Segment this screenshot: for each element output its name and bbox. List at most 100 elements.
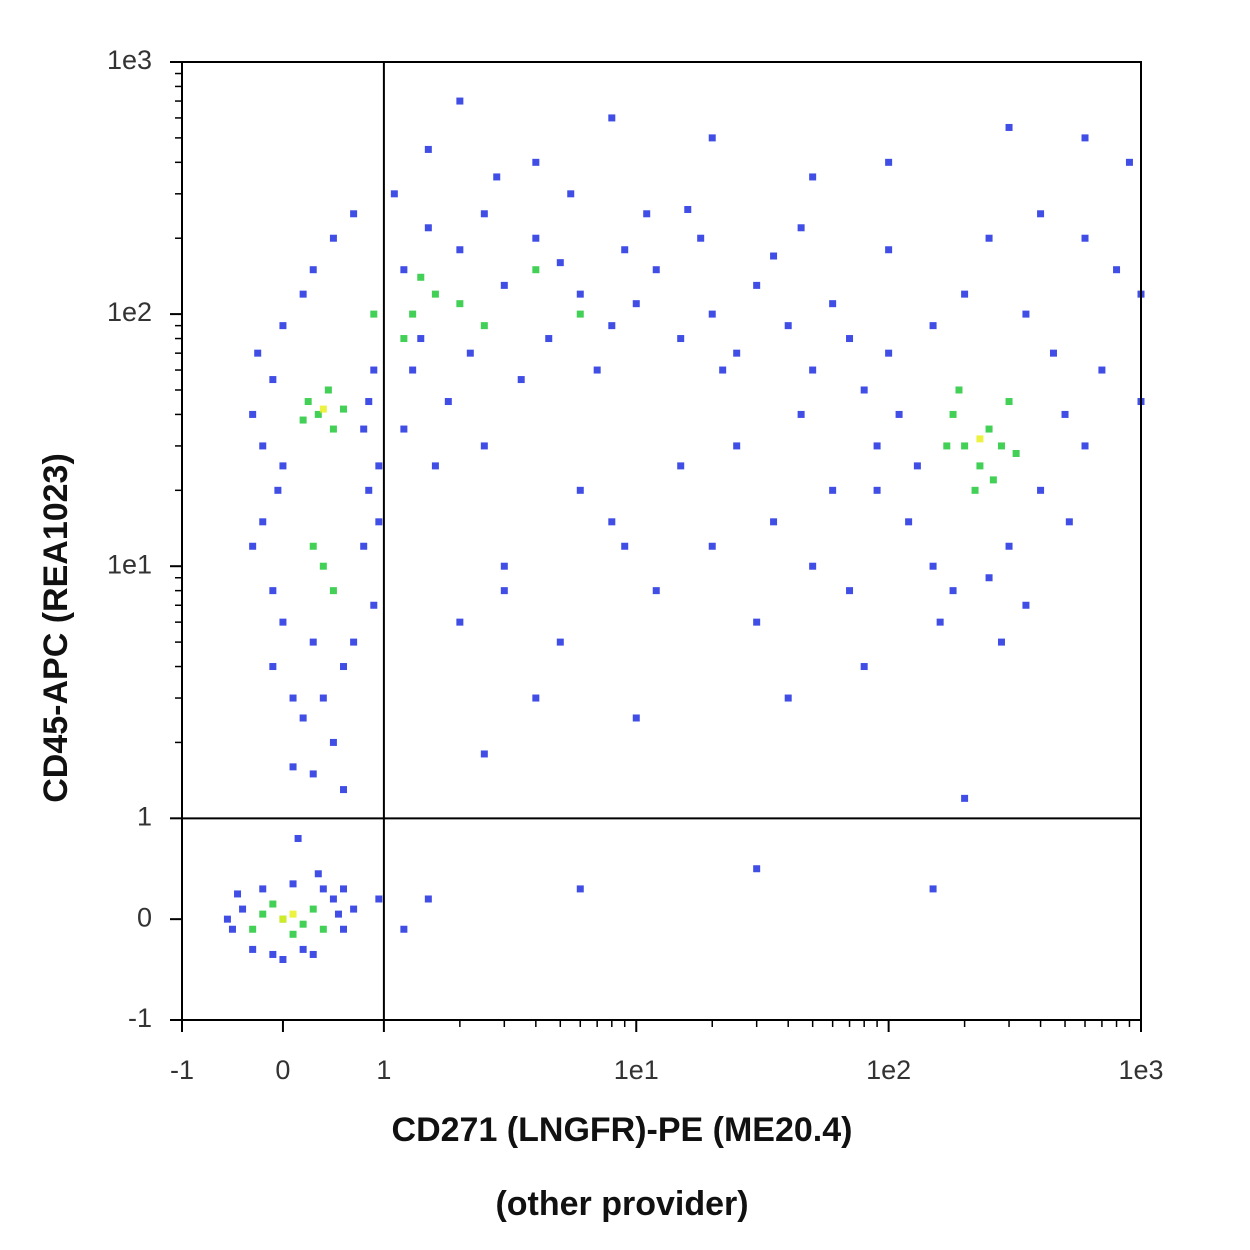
data-point — [632, 300, 640, 308]
data-point — [532, 266, 540, 274]
data-point — [329, 587, 337, 595]
data-point — [400, 266, 408, 274]
data-point — [753, 618, 761, 626]
data-point — [517, 376, 525, 384]
data-point — [1012, 449, 1020, 457]
data-point — [239, 905, 247, 913]
data-point — [576, 885, 584, 893]
data-point — [299, 945, 307, 953]
x-tick-label: 1e2 — [866, 1055, 911, 1085]
data-point — [1125, 158, 1133, 166]
data-point — [340, 885, 348, 893]
data-point — [936, 618, 944, 626]
data-point — [929, 885, 937, 893]
data-point — [424, 895, 432, 903]
data-point — [350, 210, 358, 218]
data-point — [480, 322, 488, 330]
data-point — [289, 910, 297, 918]
data-point — [456, 97, 464, 105]
data-point — [444, 398, 452, 406]
data-point — [697, 234, 705, 242]
data-point — [249, 410, 257, 418]
data-point — [1037, 486, 1045, 494]
data-point — [949, 587, 957, 595]
data-point — [279, 462, 287, 470]
data-point — [989, 476, 997, 484]
data-point — [375, 895, 383, 903]
data-point — [556, 259, 564, 267]
data-point — [249, 542, 257, 550]
data-point — [593, 366, 601, 374]
data-point — [719, 366, 727, 374]
data-point — [632, 714, 640, 722]
data-point — [576, 290, 584, 298]
data-point — [289, 880, 297, 888]
data-point — [259, 518, 267, 526]
data-point — [400, 335, 408, 343]
data-point — [784, 694, 792, 702]
data-point — [1005, 542, 1013, 550]
data-point — [621, 246, 629, 254]
data-point — [329, 895, 337, 903]
data-point — [567, 190, 575, 198]
data-point — [895, 410, 903, 418]
data-point — [949, 410, 957, 418]
y-tick-label: 1 — [137, 801, 152, 831]
x-axis-label: CD271 (LNGFR)-PE (ME20.4) — [392, 1111, 853, 1149]
data-point — [350, 905, 358, 913]
data-point — [249, 925, 257, 933]
data-point — [314, 870, 322, 878]
data-point — [532, 694, 540, 702]
data-point — [500, 281, 508, 289]
data-point — [299, 290, 307, 298]
data-point — [684, 205, 692, 213]
y-tick-label: 0 — [137, 902, 152, 932]
data-point — [905, 518, 913, 526]
data-point — [409, 366, 417, 374]
data-point — [500, 587, 508, 595]
data-point — [375, 518, 383, 526]
data-point — [431, 290, 439, 298]
data-point — [829, 486, 837, 494]
data-point — [652, 587, 660, 595]
data-point — [608, 114, 616, 122]
data-point — [304, 398, 312, 406]
data-point — [370, 601, 378, 609]
data-point — [480, 210, 488, 218]
data-point — [532, 234, 540, 242]
data-point — [409, 310, 417, 318]
data-point — [480, 750, 488, 758]
data-point — [309, 770, 317, 778]
data-point — [365, 398, 373, 406]
data-point — [417, 273, 425, 281]
y-tick-label: 1e3 — [107, 45, 152, 75]
x-tick-label: -1 — [170, 1055, 194, 1085]
data-point — [809, 562, 817, 570]
data-point — [955, 386, 963, 394]
data-point — [294, 834, 302, 842]
data-point — [829, 300, 837, 308]
data-point — [913, 462, 921, 470]
data-point — [340, 786, 348, 794]
data-point — [269, 376, 277, 384]
data-point — [254, 349, 262, 357]
data-point — [985, 425, 993, 433]
data-point — [289, 694, 297, 702]
data-point — [1049, 349, 1057, 357]
data-point — [1037, 210, 1045, 218]
data-point — [943, 442, 951, 450]
data-point — [274, 486, 282, 494]
data-point — [985, 574, 993, 582]
data-point — [289, 763, 297, 771]
data-point — [708, 542, 716, 550]
data-point — [976, 435, 984, 443]
data-point — [677, 335, 685, 343]
data-point — [961, 290, 969, 298]
data-point — [309, 638, 317, 646]
data-point — [324, 386, 332, 394]
data-point — [329, 738, 337, 746]
data-point — [753, 865, 761, 873]
data-point — [753, 281, 761, 289]
data-point — [360, 542, 368, 550]
data-point — [466, 349, 474, 357]
